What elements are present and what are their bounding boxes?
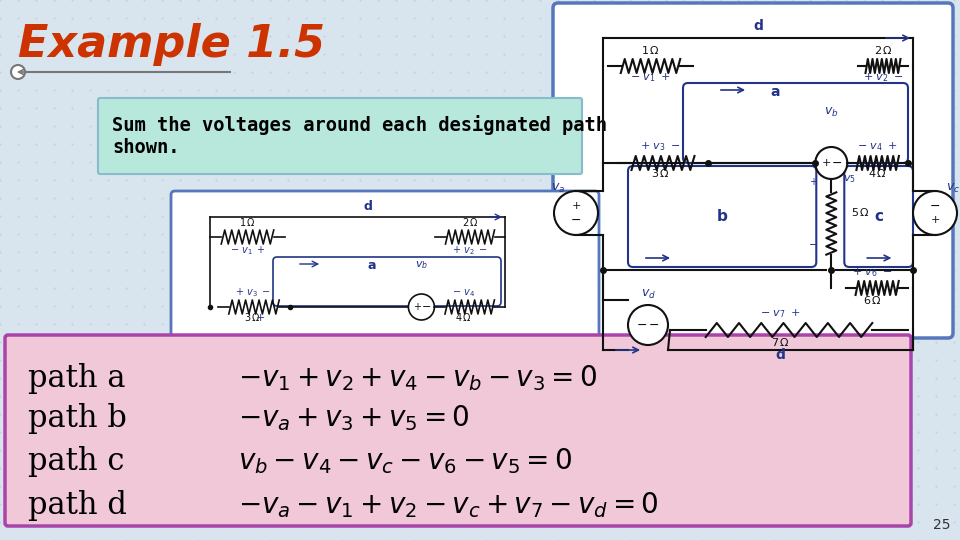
FancyBboxPatch shape	[98, 98, 582, 174]
Text: a: a	[368, 259, 376, 272]
Text: $v_a$: $v_a$	[551, 182, 565, 195]
Text: Example 1.5: Example 1.5	[18, 24, 325, 66]
Text: $+\ v_2\ -$: $+\ v_2\ -$	[452, 244, 488, 257]
Text: −: −	[571, 213, 581, 226]
Text: $2\,\Omega$: $2\,\Omega$	[874, 44, 893, 56]
Text: $3\,\Omega$: $3\,\Omega$	[651, 167, 670, 179]
Circle shape	[913, 191, 957, 235]
Text: d: d	[363, 200, 372, 213]
Circle shape	[815, 147, 848, 179]
Text: Sum the voltages around each designated path
shown.: Sum the voltages around each designated …	[112, 115, 607, 157]
Text: $v_d$: $v_d$	[640, 288, 656, 301]
Text: $+\ v_3\ -$: $+\ v_3\ -$	[640, 140, 681, 153]
Text: $2\,\Omega$: $2\,\Omega$	[462, 216, 478, 228]
Text: $v_b$: $v_b$	[415, 259, 428, 271]
Text: $-\ v_4$: $-\ v_4$	[451, 287, 475, 299]
Text: $4\,\Omega$: $4\,\Omega$	[868, 167, 887, 179]
Circle shape	[11, 65, 25, 79]
Text: $6\,\Omega$: $6\,\Omega$	[863, 294, 881, 306]
Text: $-\ v_1\ +$: $-\ v_1\ +$	[229, 244, 265, 257]
FancyBboxPatch shape	[553, 3, 953, 338]
Text: $+\ v_3\ -$: $+\ v_3\ -$	[234, 286, 271, 299]
Text: $+\ v_6\ -$: $+\ v_6\ -$	[852, 266, 893, 279]
Text: c: c	[875, 209, 883, 224]
Text: $-v_a + v_3 + v_5 = 0$: $-v_a + v_3 + v_5 = 0$	[238, 403, 469, 433]
Text: path c: path c	[28, 446, 125, 477]
Text: $-\ v_1\ +$: $-\ v_1\ +$	[630, 71, 671, 84]
Text: −: −	[929, 199, 940, 213]
Text: d: d	[776, 348, 785, 362]
Text: $-v_a - v_1 + v_2 - v_c + v_7 - v_d = 0$: $-v_a - v_1 + v_2 - v_c + v_7 - v_d = 0$	[238, 490, 659, 520]
Text: −: −	[649, 319, 660, 332]
Text: +: +	[822, 158, 831, 168]
FancyBboxPatch shape	[5, 335, 911, 526]
Circle shape	[554, 191, 598, 235]
Text: 25: 25	[932, 518, 950, 532]
Text: $v_b$: $v_b$	[824, 106, 839, 119]
Text: $7\,\Omega$: $7\,\Omega$	[771, 336, 790, 348]
Text: +: +	[809, 177, 817, 187]
Text: b: b	[717, 209, 728, 224]
Text: $3\,\Omega$: $3\,\Omega$	[244, 311, 261, 323]
Circle shape	[628, 305, 668, 345]
Text: $+\ v_2\ -$: $+\ v_2\ -$	[863, 71, 903, 84]
FancyBboxPatch shape	[171, 191, 599, 359]
Text: $-v_1 + v_2 + v_4 - v_b - v_3 = 0$: $-v_1 + v_2 + v_4 - v_b - v_3 = 0$	[238, 363, 597, 393]
Text: +: +	[930, 215, 940, 225]
Text: $-\ v_7\ +$: $-\ v_7\ +$	[760, 307, 801, 320]
Text: d: d	[753, 19, 763, 33]
Text: $v_b - v_4 - v_c - v_6 - v_5 = 0$: $v_b - v_4 - v_c - v_6 - v_5 = 0$	[238, 446, 572, 476]
Text: −: −	[421, 302, 431, 312]
Text: path b: path b	[28, 403, 127, 434]
Text: +: +	[571, 201, 581, 211]
Text: +: +	[255, 313, 265, 323]
Text: $5\,\Omega$: $5\,\Omega$	[852, 206, 870, 219]
Text: $1\,\Omega$: $1\,\Omega$	[239, 216, 256, 228]
Text: −: −	[636, 319, 647, 332]
Text: path a: path a	[28, 363, 126, 394]
Text: a: a	[771, 85, 780, 99]
Text: $-\ v_4\ +$: $-\ v_4\ +$	[856, 140, 898, 153]
Text: $v_c$: $v_c$	[946, 182, 960, 195]
Text: +: +	[414, 302, 421, 312]
Text: $4\,\Omega$: $4\,\Omega$	[455, 311, 471, 323]
Text: −: −	[808, 240, 818, 250]
Circle shape	[408, 294, 434, 320]
Text: $v_5$: $v_5$	[843, 173, 856, 185]
Text: $1\,\Omega$: $1\,\Omega$	[641, 44, 660, 56]
Text: −: −	[832, 157, 843, 170]
Text: path d: path d	[28, 490, 127, 521]
